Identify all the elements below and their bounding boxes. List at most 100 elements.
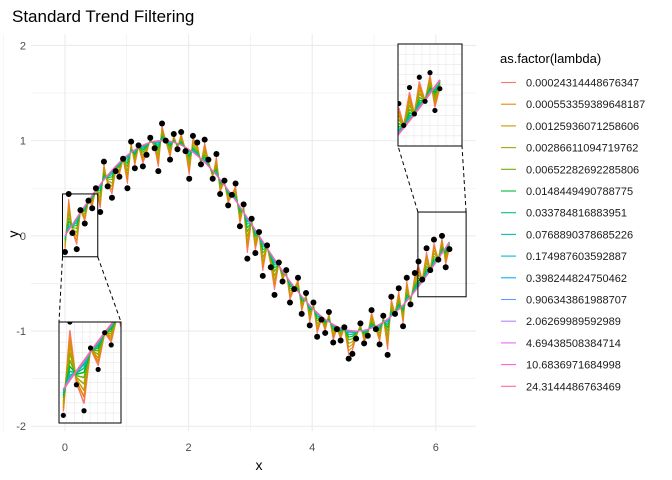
data-point bbox=[104, 183, 111, 190]
legend-label: 0.00286611094719762 bbox=[526, 143, 638, 155]
data-point bbox=[244, 255, 251, 262]
zoom-connector bbox=[461, 145, 467, 213]
data-point bbox=[102, 330, 108, 336]
data-point bbox=[376, 341, 383, 348]
data-point bbox=[403, 274, 410, 281]
data-point bbox=[201, 136, 208, 143]
data-point bbox=[341, 324, 348, 331]
data-point bbox=[221, 177, 228, 184]
series-line bbox=[62, 322, 114, 390]
data-point bbox=[213, 150, 220, 157]
data-point bbox=[162, 137, 169, 144]
data-point bbox=[406, 84, 413, 91]
inset-left-frame bbox=[58, 321, 122, 424]
data-point bbox=[372, 326, 379, 333]
data-point bbox=[415, 258, 422, 265]
data-point bbox=[271, 291, 278, 298]
data-point bbox=[291, 286, 298, 293]
data-point bbox=[116, 173, 123, 180]
data-point bbox=[178, 129, 185, 136]
inset-left-lines bbox=[62, 322, 121, 412]
data-point bbox=[419, 276, 426, 283]
zoom-boxes bbox=[62, 193, 467, 298]
y-tick-label: -1 bbox=[16, 326, 26, 338]
zoom-connector bbox=[97, 256, 122, 323]
data-point bbox=[407, 301, 414, 308]
legend-label: 0.00024314448676347 bbox=[526, 78, 639, 90]
data-point bbox=[337, 337, 344, 344]
data-point bbox=[446, 246, 453, 253]
x-axis-title: x bbox=[256, 457, 263, 473]
legend-label: 24.3144486763469 bbox=[526, 381, 621, 393]
data-point bbox=[310, 299, 317, 306]
legend: as.factor(lambda) 0.00024314448676347 0.0… bbox=[500, 51, 645, 396]
data-point bbox=[155, 168, 162, 175]
legend-label: 2.06269989592989 bbox=[526, 316, 621, 328]
legend-label: 0.906343861988707 bbox=[526, 295, 627, 307]
data-point bbox=[380, 312, 387, 319]
zoom-box-right bbox=[417, 211, 467, 298]
data-point bbox=[73, 246, 80, 253]
data-point bbox=[388, 293, 395, 300]
y-tick-label: 2 bbox=[20, 40, 26, 52]
legend-label: 0.398244824750462 bbox=[526, 273, 627, 285]
inset-right-frame bbox=[397, 43, 463, 147]
zoom-connector bbox=[397, 145, 419, 213]
y-tick-label: 1 bbox=[20, 136, 26, 148]
data-points bbox=[61, 120, 453, 362]
inset-left-points bbox=[60, 322, 114, 418]
data-point bbox=[275, 259, 282, 266]
x-tick-label: 4 bbox=[309, 442, 315, 454]
data-point bbox=[318, 316, 325, 323]
data-point bbox=[77, 207, 84, 214]
legend-title: as.factor(lambda) bbox=[500, 51, 601, 66]
data-point bbox=[264, 242, 271, 249]
data-point bbox=[411, 269, 418, 276]
data-point bbox=[236, 223, 243, 230]
data-point bbox=[345, 355, 352, 362]
data-point bbox=[120, 155, 127, 162]
legend-label: 0.00652282692285806 bbox=[526, 164, 639, 176]
y-tick-labels: -2 -1 0 1 2 bbox=[16, 40, 26, 433]
data-point bbox=[398, 100, 402, 107]
data-point bbox=[401, 122, 407, 128]
data-point bbox=[205, 156, 212, 163]
data-point bbox=[194, 139, 201, 146]
data-point bbox=[170, 130, 177, 137]
data-point bbox=[69, 229, 76, 236]
data-point bbox=[439, 232, 446, 239]
data-point bbox=[143, 151, 150, 158]
data-point bbox=[189, 132, 196, 139]
data-point bbox=[286, 299, 293, 306]
data-point bbox=[333, 326, 340, 333]
data-point bbox=[67, 322, 73, 325]
data-point bbox=[147, 134, 154, 141]
data-point bbox=[112, 168, 119, 175]
x-tick-label: 6 bbox=[433, 442, 439, 454]
data-point bbox=[256, 229, 263, 236]
data-point bbox=[357, 320, 364, 327]
chart-title: Standard Trend Filtering bbox=[12, 7, 194, 26]
data-point bbox=[228, 191, 235, 198]
data-point bbox=[81, 220, 88, 227]
data-point bbox=[442, 264, 449, 271]
data-point bbox=[283, 267, 290, 274]
data-point bbox=[364, 332, 371, 339]
data-point bbox=[159, 120, 166, 127]
data-point bbox=[368, 307, 375, 314]
data-point bbox=[89, 205, 96, 212]
data-point bbox=[87, 345, 94, 351]
data-point bbox=[252, 249, 259, 256]
data-point bbox=[167, 156, 174, 163]
data-point bbox=[60, 412, 66, 418]
series-line bbox=[398, 79, 441, 136]
zoom-box-left bbox=[62, 193, 99, 258]
x-tick-label: 0 bbox=[62, 442, 68, 454]
data-point bbox=[279, 278, 286, 285]
data-point bbox=[427, 267, 434, 274]
data-point bbox=[325, 308, 332, 315]
data-point bbox=[295, 274, 301, 281]
data-point bbox=[349, 350, 356, 357]
data-point bbox=[322, 329, 329, 336]
